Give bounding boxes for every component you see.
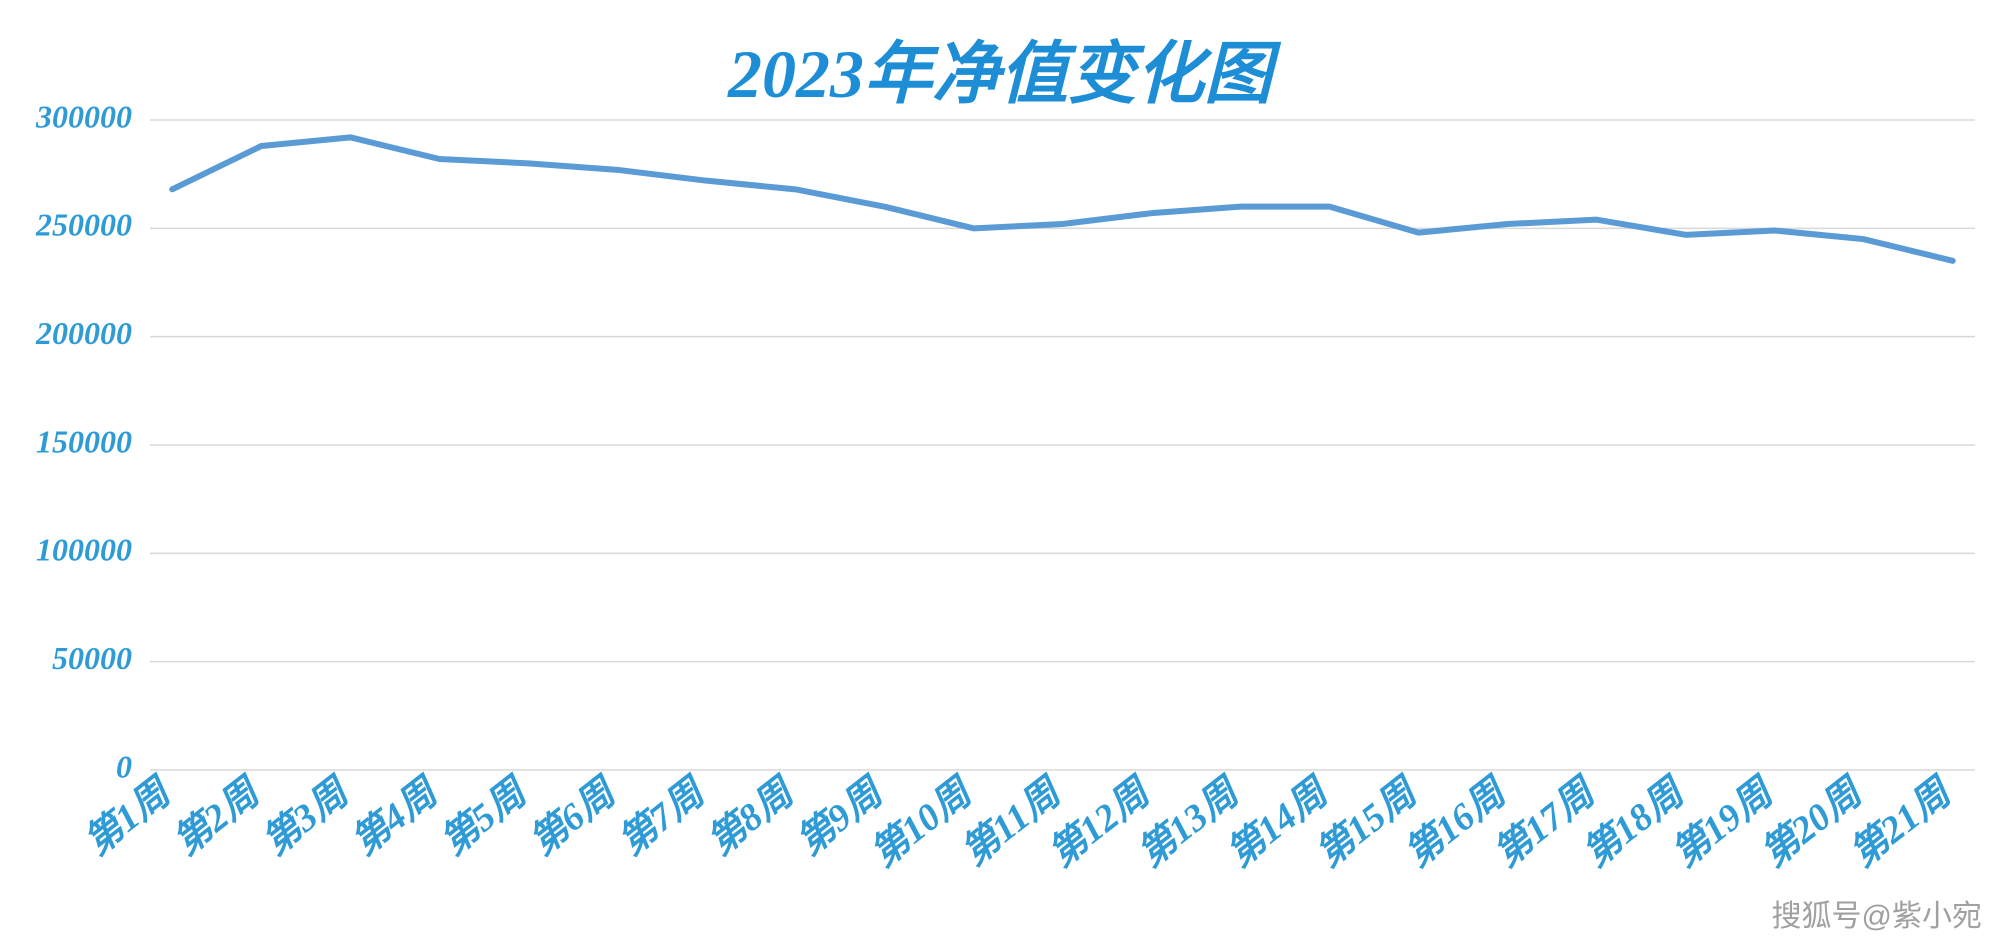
x-axis-tick-label: 第14周 [1219,770,1338,876]
watermark-text: 搜狐号@紫小宛 [1772,891,1982,935]
y-axis-tick-label: 100000 [36,532,132,568]
y-axis-tick-label: 50000 [52,640,132,676]
x-axis-tick-label: 第17周 [1486,770,1605,876]
y-axis-tick-label: 200000 [35,315,132,351]
x-axis-tick-label: 第2周 [166,770,270,864]
x-axis-tick-label: 第13周 [1130,770,1249,876]
x-axis-tick-label: 第5周 [433,770,537,864]
x-axis-tick-label: 第19周 [1665,770,1784,876]
x-axis-tick-label: 第4周 [344,770,448,864]
x-axis-tick-label: 第6周 [522,770,626,864]
x-axis-tick-label: 第3周 [255,770,359,864]
data-line [172,137,1952,261]
x-axis-tick-label: 第15周 [1308,770,1427,876]
net-value-chart: 2023年净值变化图 05000010000015000020000025000… [0,0,2000,943]
x-axis-tick-label: 第16周 [1397,770,1516,876]
x-axis-tick-label: 第8周 [700,770,804,864]
y-axis-tick-label: 250000 [35,207,132,243]
x-axis-tick-label: 第12周 [1041,770,1160,876]
y-axis-tick-label: 150000 [36,423,132,459]
chart-canvas: 050000100000150000200000250000300000第1周第… [0,0,2000,943]
chart-title: 2023年净值变化图 [0,18,2000,117]
x-axis-tick-label: 第7周 [611,770,715,864]
x-axis-tick-label: 第18周 [1576,770,1695,876]
x-axis-tick-label: 第20周 [1754,770,1873,876]
x-axis-tick-label: 第21周 [1843,770,1962,876]
y-axis-tick-label: 0 [116,748,132,784]
x-axis-tick-label: 第10周 [863,770,982,876]
